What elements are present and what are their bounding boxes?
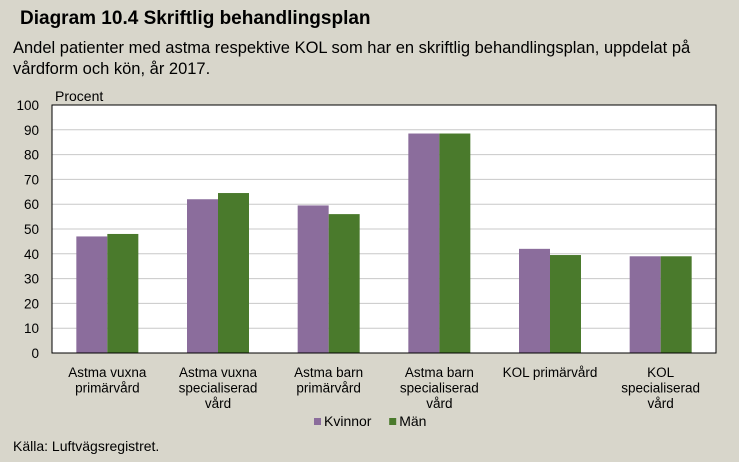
y-tick-label: 80 [24, 148, 39, 163]
bar [550, 255, 581, 353]
x-category-label: vård [648, 396, 674, 411]
y-tick-label: 60 [24, 197, 39, 212]
bar [629, 256, 661, 353]
x-category-label: primärvård [75, 381, 140, 396]
legend-label: Kvinnor [324, 413, 372, 429]
bar [76, 236, 108, 353]
bar [408, 133, 440, 353]
x-category-label: vård [205, 396, 231, 411]
x-category-label: Astma vuxna [179, 365, 258, 380]
x-category-label: vård [426, 396, 452, 411]
y-tick-label: 70 [24, 172, 39, 187]
plot-border [51, 104, 717, 354]
x-category-label: Astma barn [294, 365, 363, 380]
legend-label: Män [399, 413, 426, 429]
x-category-label: Astma barn [405, 365, 474, 380]
bar [107, 233, 139, 353]
y-tick-label: 40 [24, 247, 39, 262]
y-tick-label: 20 [24, 296, 39, 311]
chart-subtitle: Andel patienter med astma respektive KOL… [13, 39, 691, 78]
source-note: Källa: Luftvägsregistret. [13, 438, 160, 454]
bar [660, 256, 692, 353]
y-tick-label: 100 [16, 98, 39, 113]
x-category-label: KOL [647, 365, 675, 380]
x-category-label: specialiserad [179, 381, 258, 396]
y-tick-label: 30 [24, 272, 39, 287]
bar [328, 214, 360, 353]
x-category-label: KOL primärvård [503, 365, 598, 380]
legend-swatch [389, 418, 397, 425]
x-category-label: specialiserad [621, 381, 700, 396]
y-tick-label: 90 [24, 123, 39, 138]
chart-title: Diagram 10.4 Skriftlig behandlingsplan [20, 8, 371, 29]
bar [439, 133, 471, 353]
y-tick-label: 0 [31, 346, 39, 361]
legend-swatch [314, 418, 321, 425]
x-category-label: Astma vuxna [68, 365, 147, 380]
y-axis-label: Procent [55, 88, 103, 104]
y-tick-label: 10 [24, 321, 39, 336]
x-category-label: specialiserad [400, 381, 479, 396]
x-category-label: primärvård [296, 381, 361, 396]
bar [297, 205, 329, 353]
y-tick-label: 50 [24, 222, 39, 237]
bar [218, 193, 249, 353]
bar [187, 199, 218, 353]
bar [519, 248, 550, 353]
